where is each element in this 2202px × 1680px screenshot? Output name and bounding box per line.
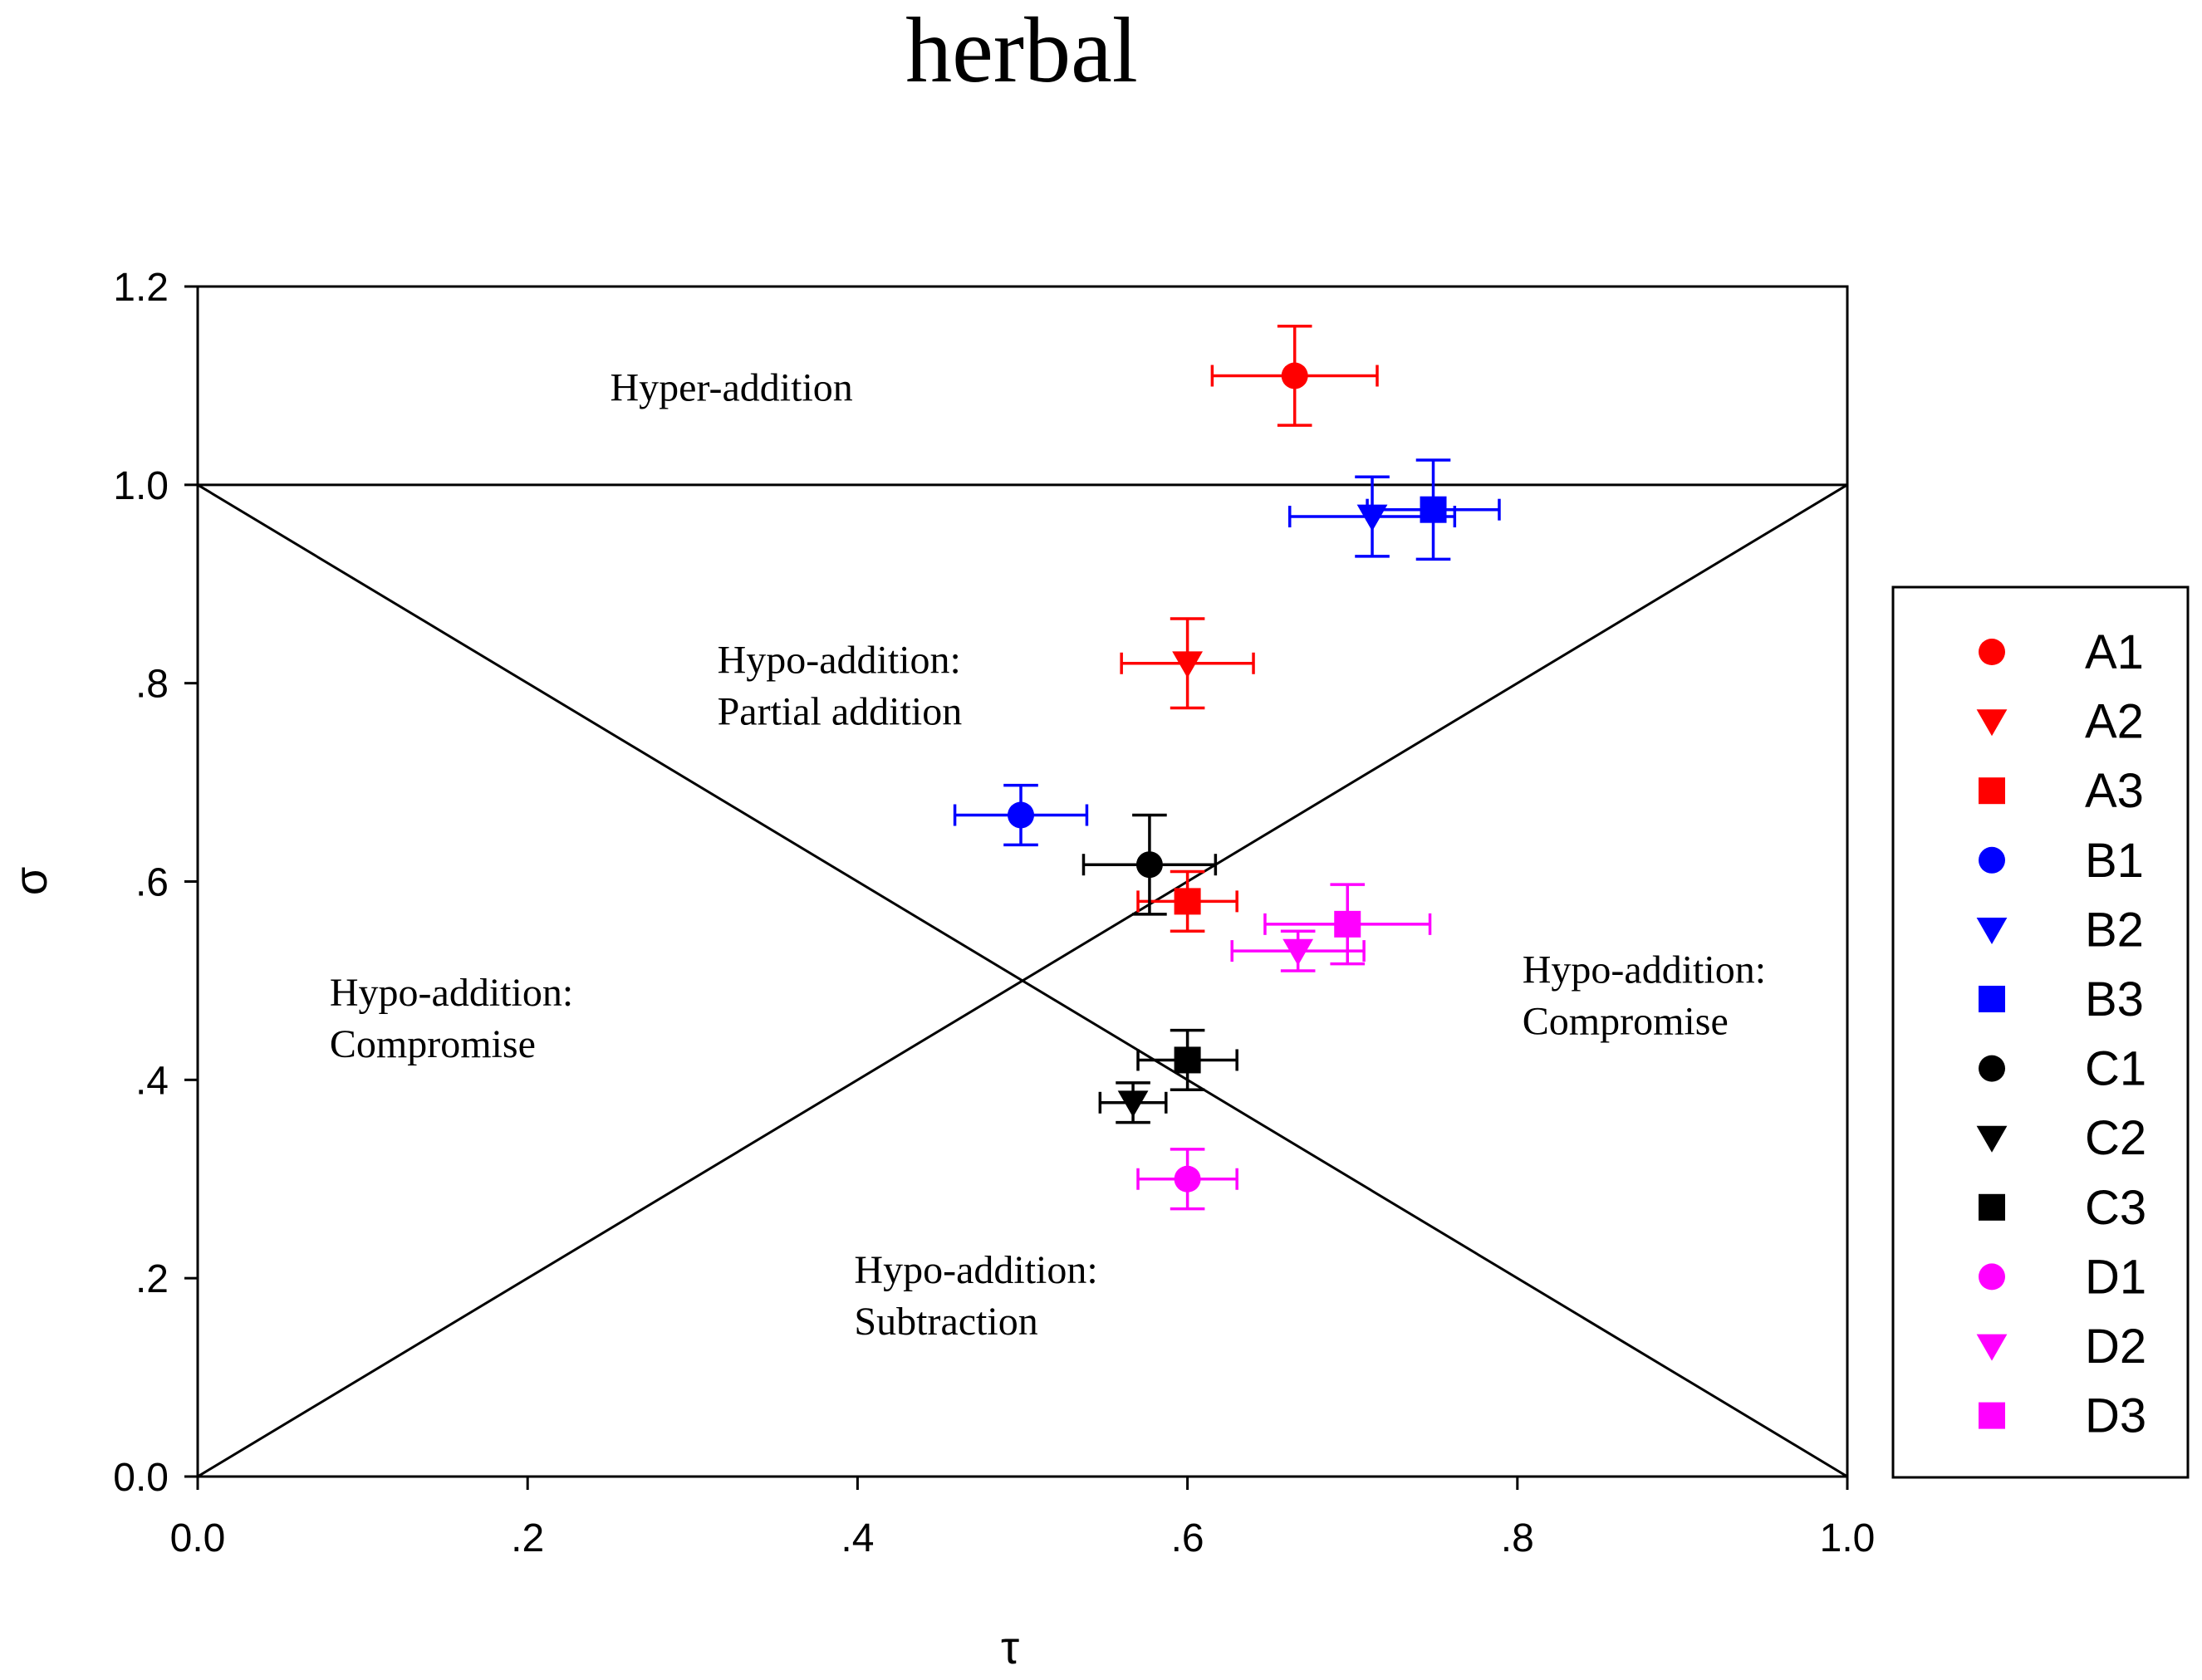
marker-d2 <box>1282 938 1314 966</box>
data-point-c2 <box>1098 1081 1168 1124</box>
x-tick-label: .6 <box>1171 1516 1204 1560</box>
marker-c1 <box>1135 851 1163 879</box>
legend-items: A1 A2 A3 B1 B2 B3 C1 C2 C3 D1 D2 D3 <box>1976 625 2146 1443</box>
marker-c2 <box>1117 1090 1149 1118</box>
legend-marker-b3 <box>1979 986 2005 1012</box>
legend-item-b3: B3 <box>1979 972 2144 1026</box>
legend-label: D3 <box>2085 1389 2146 1443</box>
data-point-c1 <box>1081 813 1218 916</box>
legend-marker-d3 <box>1979 1402 2005 1429</box>
region-label-compromise-right: Compromise <box>1523 999 1729 1043</box>
data-point-d1 <box>1136 1148 1238 1211</box>
legend-label: A3 <box>2085 764 2144 818</box>
region-label-compromise-right: Hypo-addition: <box>1523 948 1766 992</box>
legend-item-b1: B1 <box>1979 834 2144 888</box>
region-label-compromise-left: Hypo-addition: <box>330 971 573 1015</box>
legend-marker-b2 <box>1976 918 2008 944</box>
y-tick-label: .8 <box>135 663 169 707</box>
legend-item-a2: A2 <box>1976 695 2144 749</box>
y-tick-label: .2 <box>135 1257 169 1301</box>
data-point-a2 <box>1120 617 1255 710</box>
legend-label: B1 <box>2085 834 2144 888</box>
data-markers <box>953 325 1501 1211</box>
data-point-b3 <box>1366 458 1501 561</box>
data-point-a3 <box>1136 869 1238 933</box>
x-tick-label: .8 <box>1501 1516 1534 1560</box>
region-label-subtraction: Subtraction <box>854 1300 1037 1344</box>
legend-marker-b1 <box>1979 846 2005 874</box>
legend-marker-a1 <box>1979 639 2005 665</box>
legend-box <box>1891 585 2190 1479</box>
legend: A1 A2 A3 B1 B2 B3 C1 C2 C3 D1 D2 D3 <box>1891 585 2190 1479</box>
y-tick-label: 1.0 <box>113 464 169 508</box>
legend-label: D1 <box>2085 1250 2146 1304</box>
legend-item-d3: D3 <box>1979 1389 2146 1443</box>
legend-item-c1: C1 <box>1979 1042 2146 1096</box>
region-label-subtraction: Hypo-addition: <box>854 1248 1097 1292</box>
legend-marker-d1 <box>1979 1263 2005 1291</box>
x-axis-label: τ <box>1001 1621 1019 1673</box>
region-label-compromise-left: Compromise <box>330 1022 536 1066</box>
legend-marker-c2 <box>1976 1125 2008 1153</box>
region-label-partial-addition: Partial addition <box>718 690 963 734</box>
marker-a1 <box>1281 362 1308 389</box>
region-label-hyper-addition: Hyper-addition <box>611 365 853 409</box>
y-axis-label: σ <box>4 867 56 896</box>
region-label-partial-addition: Hypo-addition: <box>718 639 961 683</box>
legend-item-a1: A1 <box>1979 625 2144 679</box>
legend-item-a3: A3 <box>1979 764 2144 818</box>
marker-d1 <box>1174 1165 1201 1193</box>
legend-item-b2: B2 <box>1976 903 2144 957</box>
data-point-b2 <box>1287 475 1457 558</box>
legend-item-c3: C3 <box>1979 1181 2146 1235</box>
legend-item-d2: D2 <box>1976 1320 2146 1374</box>
y-tick-label: 0.0 <box>113 1456 169 1500</box>
chart-title: herbal <box>905 0 1138 102</box>
legend-label: B3 <box>2085 972 2144 1026</box>
x-tick-label: 0.0 <box>170 1516 226 1560</box>
legend-marker-c3 <box>1979 1193 2005 1221</box>
data-point-c3 <box>1136 1028 1238 1092</box>
marker-a2 <box>1172 651 1203 678</box>
y-axis: 0.0 .2 .4 .6 .8 1.0 1.2 <box>113 266 198 1500</box>
marker-b2 <box>1356 504 1388 531</box>
legend-marker-a3 <box>1979 777 2005 805</box>
marker-b1 <box>1008 801 1035 829</box>
x-tick-label: .2 <box>511 1516 544 1560</box>
legend-marker-a2 <box>1976 709 2008 737</box>
legend-label: B2 <box>2085 903 2144 957</box>
reference-lines <box>197 483 1848 1478</box>
reference-line-sigma-equals-one-minus-tau <box>197 483 1848 1478</box>
y-tick-label: 1.2 <box>113 266 169 310</box>
data-point-b1 <box>953 783 1089 847</box>
marker-d3 <box>1334 910 1361 938</box>
region-labels: Hyper-addition Hypo-addition: Partial addi… <box>330 365 1766 1344</box>
x-axis: 0.0 .2 .4 .6 .8 1.0 <box>170 1477 1876 1560</box>
data-point-d3 <box>1263 883 1432 966</box>
legend-item-d1: D1 <box>1979 1250 2146 1304</box>
marker-c3 <box>1174 1046 1201 1074</box>
legend-label: C2 <box>2085 1111 2146 1165</box>
legend-label: D2 <box>2085 1320 2146 1374</box>
x-tick-label: .4 <box>841 1516 874 1560</box>
legend-label: A2 <box>2085 695 2144 749</box>
marker-a3 <box>1174 888 1201 915</box>
legend-marker-d2 <box>1976 1334 2008 1361</box>
y-tick-label: .4 <box>135 1059 169 1103</box>
plot-frame <box>196 285 1849 1478</box>
legend-label: C1 <box>2085 1042 2146 1096</box>
marker-b3 <box>1420 496 1447 523</box>
data-point-a1 <box>1210 325 1379 427</box>
legend-marker-c1 <box>1979 1055 2005 1082</box>
data-point-d2 <box>1230 929 1366 972</box>
x-tick-label: 1.0 <box>1820 1516 1876 1560</box>
legend-label: A1 <box>2085 625 2144 679</box>
legend-item-c2: C2 <box>1976 1111 2146 1165</box>
plot-area: Hyper-addition Hypo-addition: Partial addi… <box>196 285 1849 1478</box>
legend-label: C3 <box>2085 1181 2146 1235</box>
y-tick-label: .6 <box>135 861 169 905</box>
